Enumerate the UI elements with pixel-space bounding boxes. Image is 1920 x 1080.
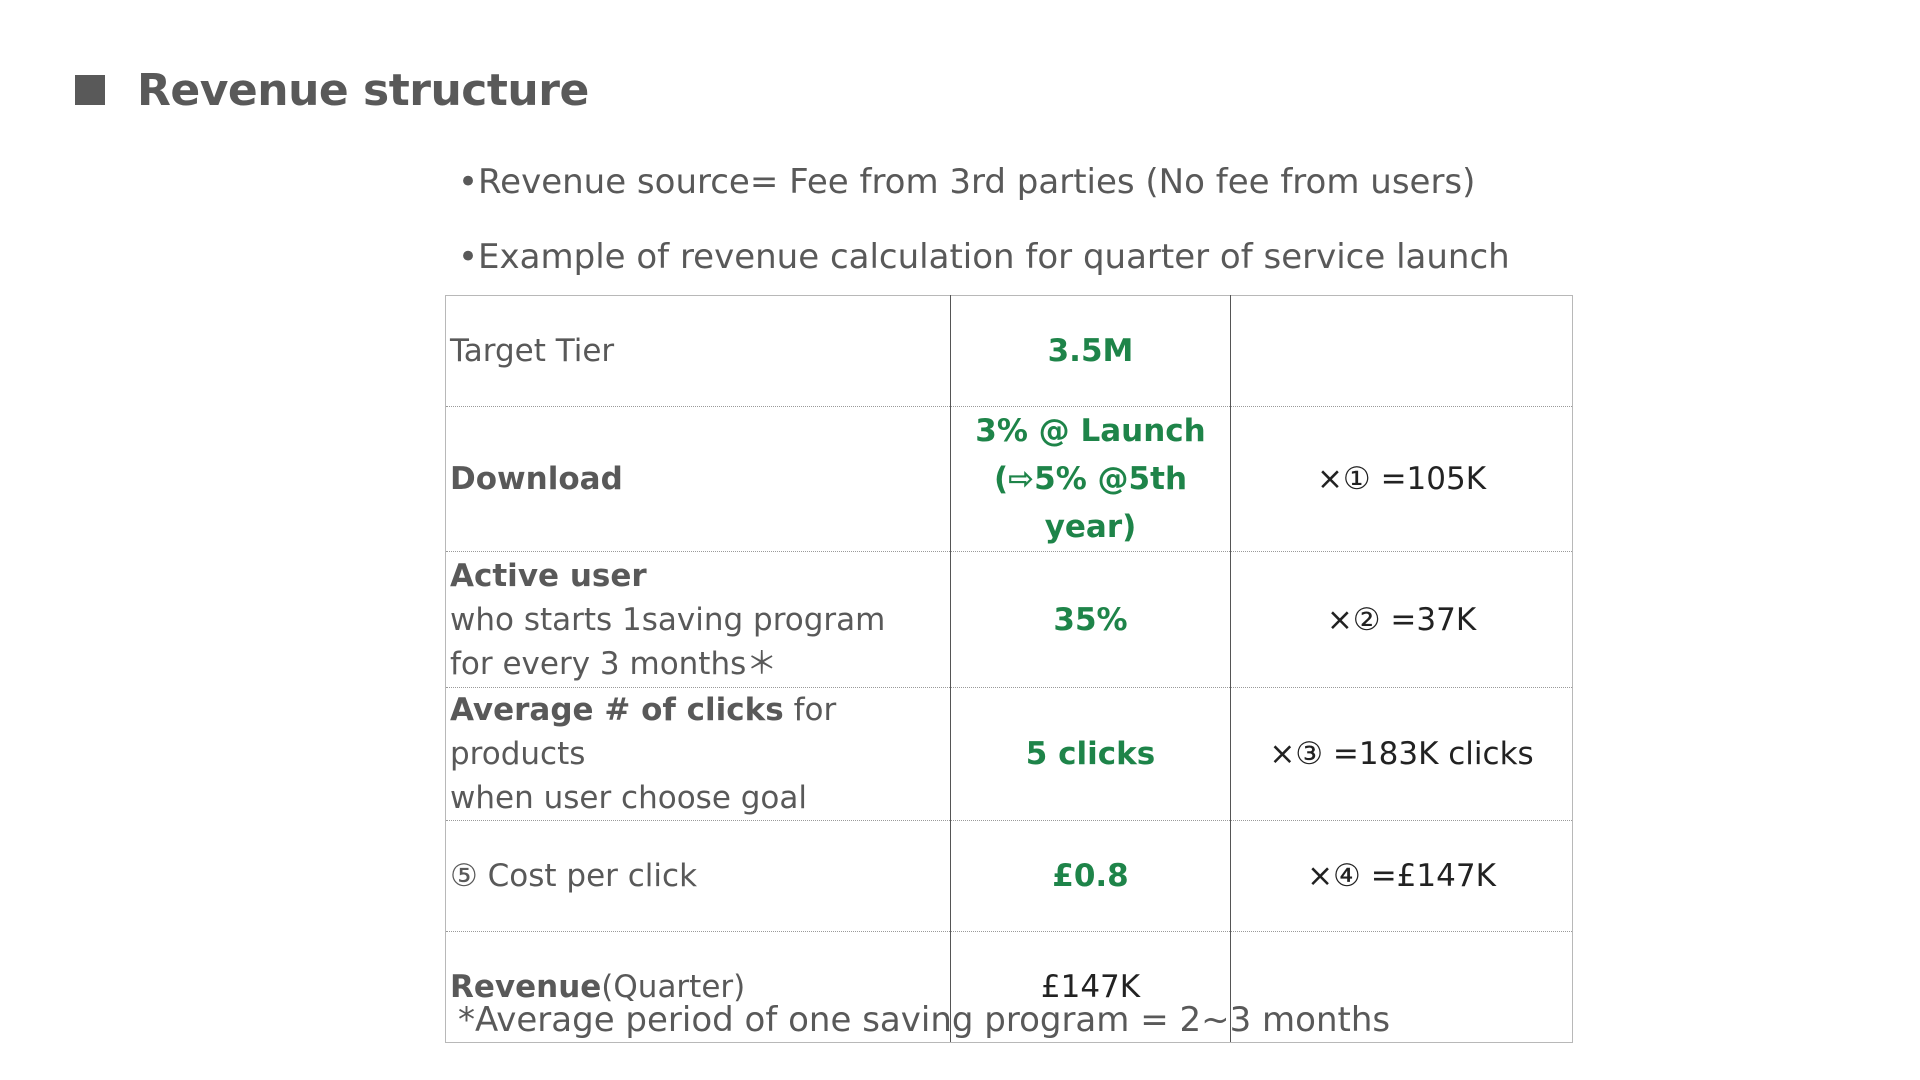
row-calc: ×④ =£147K xyxy=(1230,820,1573,932)
row-calc: ×② =37K xyxy=(1230,551,1573,688)
row-value: 3.5M xyxy=(950,295,1231,407)
row-calc xyxy=(1230,931,1573,1043)
bullet-revenue-source: •Revenue source= Fee from 3rd parties (N… xyxy=(458,162,1476,202)
row-value: £147K xyxy=(950,931,1231,1043)
row-calc: ×① =105K xyxy=(1230,406,1573,552)
row-value: 35% xyxy=(950,551,1231,688)
footnote: *Average period of one saving program = … xyxy=(458,1000,1391,1040)
row-label: Average # of clicks for products when use… xyxy=(445,687,951,821)
table-row: Average # of clicks for products when use… xyxy=(445,687,1573,821)
row-label: ⑤ Cost per click xyxy=(445,820,951,932)
table-row: Revenue(Quarter) £147K xyxy=(445,931,1573,1043)
slide-title: Revenue structure xyxy=(137,64,589,116)
slide-title-row: Revenue structure xyxy=(75,60,589,120)
row-label: Active user who starts 1saving program for… xyxy=(445,551,951,688)
bullet-revenue-example: •Example of revenue calculation for quar… xyxy=(458,237,1510,277)
row-calc xyxy=(1230,295,1573,407)
row-value: 3% @ Launch (⇨5% @5th year) xyxy=(950,406,1231,552)
row-label: Download xyxy=(445,406,951,552)
table-row: Download 3% @ Launch (⇨5% @5th year) ×① =… xyxy=(445,406,1573,552)
square-bullet-icon xyxy=(75,75,105,105)
revenue-table: Target Tier 3.5M Download 3% @ Launch (⇨5… xyxy=(445,295,1573,1043)
row-label: Target Tier xyxy=(445,295,951,407)
table-row: Active user who starts 1saving program for… xyxy=(445,551,1573,688)
row-value: 5 clicks xyxy=(950,687,1231,821)
row-label: Revenue(Quarter) xyxy=(445,931,951,1043)
table-row: ⑤ Cost per click £0.8 ×④ =£147K xyxy=(445,820,1573,932)
row-calc: ×③ =183K clicks xyxy=(1230,687,1573,821)
table-row: Target Tier 3.5M xyxy=(445,295,1573,407)
row-value: £0.8 xyxy=(950,820,1231,932)
